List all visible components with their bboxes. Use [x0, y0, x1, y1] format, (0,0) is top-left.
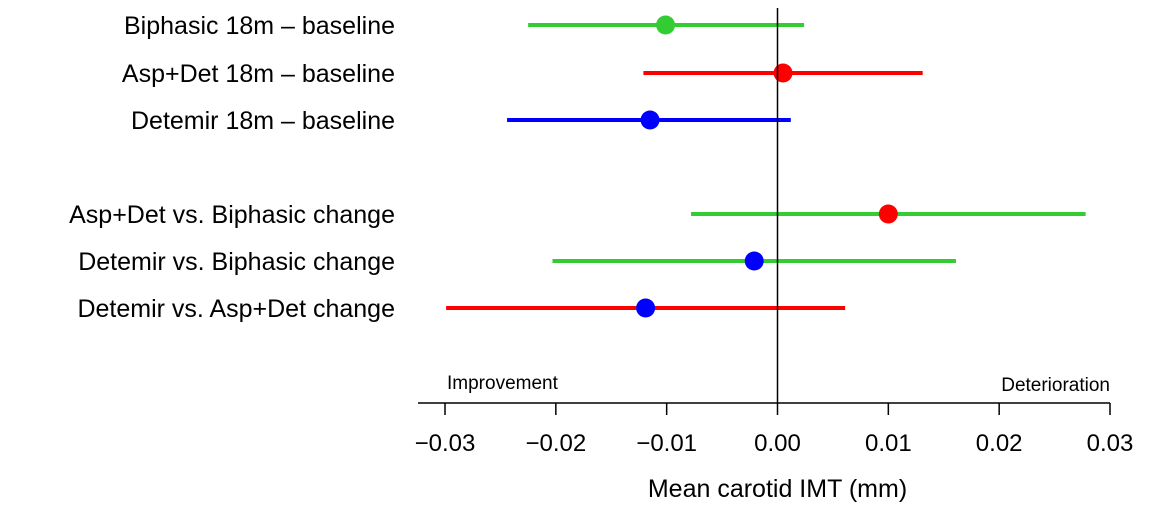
point-estimate — [636, 298, 656, 318]
point-estimate — [640, 110, 660, 130]
forest-row: Detemir 18m – baseline — [131, 107, 791, 135]
point-estimate — [878, 204, 898, 224]
x-tick-label: −0.02 — [525, 430, 586, 457]
x-axis: −0.03 −0.02 −0.01 0.00 0.01 0.02 0.03 — [415, 402, 1134, 457]
forest-row: Detemir vs. Biphasic change — [78, 248, 956, 276]
rows-layer: Biphasic 18m – baseline Asp+Det 18m – bas… — [69, 12, 1086, 323]
x-tick-label: 0.03 — [1087, 430, 1134, 457]
row-label: Detemir vs. Biphasic change — [78, 248, 395, 276]
row-label: Detemir 18m – baseline — [131, 107, 395, 135]
x-tick-label: −0.03 — [415, 430, 476, 457]
point-estimate — [773, 63, 793, 83]
row-label: Biphasic 18m – baseline — [124, 12, 395, 40]
x-tick-label: 0.02 — [976, 430, 1023, 457]
x-tick-label: −0.01 — [636, 430, 697, 457]
row-label: Detemir vs. Asp+Det change — [77, 295, 395, 323]
point-estimate — [744, 251, 764, 271]
x-tick-label: 0.01 — [865, 430, 912, 457]
forest-row: Asp+Det 18m – baseline — [122, 60, 923, 88]
forest-row: Biphasic 18m – baseline — [124, 12, 805, 40]
annotation-deterioration: Deterioration — [1001, 375, 1110, 396]
x-tick-label: 0.00 — [754, 430, 801, 457]
forest-row: Asp+Det vs. Biphasic change — [69, 201, 1086, 229]
point-estimate — [656, 15, 676, 35]
row-label: Asp+Det 18m – baseline — [122, 60, 395, 88]
row-label: Asp+Det vs. Biphasic change — [69, 201, 395, 229]
forest-row: Detemir vs. Asp+Det change — [77, 295, 846, 323]
x-axis-label: Mean carotid IMT (mm) — [648, 475, 907, 503]
annotation-improvement: Improvement — [447, 373, 559, 394]
